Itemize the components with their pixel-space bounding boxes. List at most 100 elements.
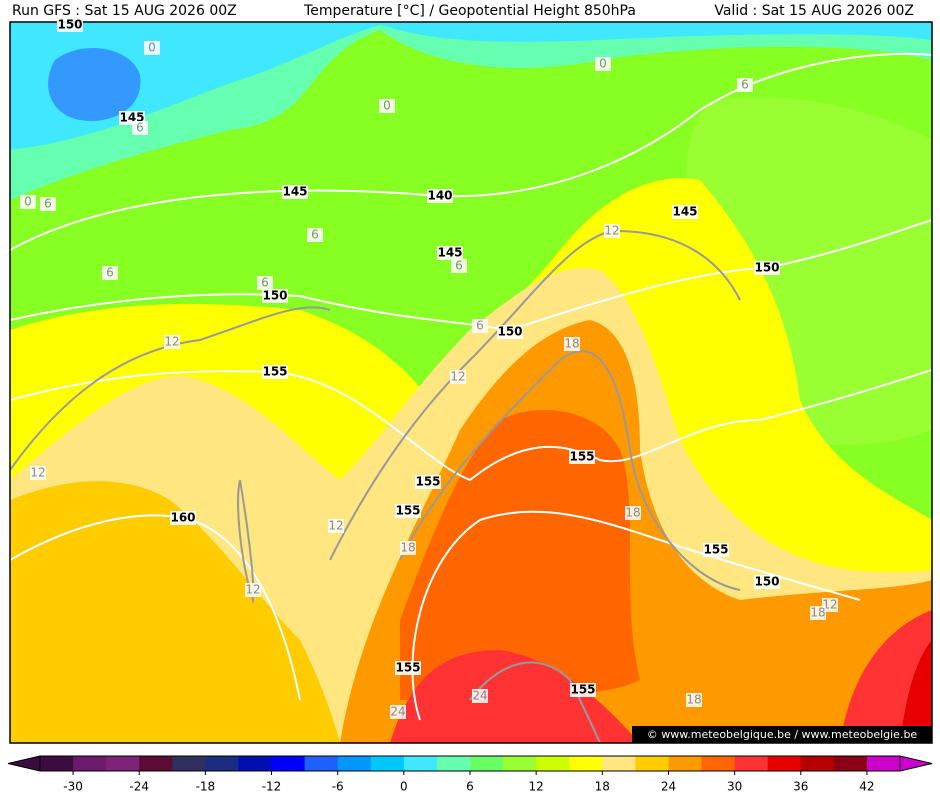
temp-label-bg <box>810 606 826 620</box>
height-label: 155 <box>262 365 287 379</box>
colorbar-segment <box>536 756 570 771</box>
temp-label: 6 <box>311 228 319 242</box>
height-label: 155 <box>569 450 594 464</box>
temp-label-bg <box>737 78 753 92</box>
temp-label: 18 <box>400 541 415 555</box>
height-label-bg <box>754 575 780 589</box>
temp-label: 6 <box>44 197 52 211</box>
temp-label-bg <box>390 705 406 719</box>
height-label: 145 <box>282 185 307 199</box>
temp-label: 12 <box>30 466 45 480</box>
colorbar-segment <box>569 756 603 771</box>
field-red <box>390 610 932 743</box>
temp-label: 6 <box>106 266 114 280</box>
temp-label-bg <box>257 276 273 290</box>
height-contours <box>10 52 932 721</box>
colorbar-tick-label: -18 <box>196 780 216 794</box>
colorbar-segment <box>635 756 669 771</box>
temp-label: 24 <box>472 689 487 703</box>
temp-label-bg <box>686 693 702 707</box>
temp-label-bg <box>132 121 148 135</box>
temp-label-bg <box>144 41 160 55</box>
colorbar-tick-label: -6 <box>332 780 344 794</box>
temp-label-bg <box>400 541 416 555</box>
colorbar-segment <box>403 756 438 771</box>
field-cyan <box>10 22 932 150</box>
temp-label: 24 <box>390 705 405 719</box>
colorbar-tick-label: 12 <box>529 780 544 794</box>
colorbar-segment <box>668 756 703 771</box>
temp-label-bg <box>450 370 466 384</box>
colorbar-tick-label: 0 <box>400 780 408 794</box>
colorbar-segment <box>734 756 769 771</box>
colorbar-segment <box>701 756 736 771</box>
valid-label: Valid : Sat 15 AUG 2026 00Z <box>714 3 914 19</box>
temp-label-bg <box>164 335 180 349</box>
field-orange-yellow <box>10 481 340 743</box>
temp-label: 6 <box>476 319 484 333</box>
height-label: 155 <box>570 683 595 697</box>
height-label-bg <box>415 475 441 489</box>
height-label-bg <box>282 185 308 199</box>
height-label-bg <box>395 504 421 518</box>
height-label-bg <box>570 683 596 697</box>
colorbar-tick-label: 42 <box>859 780 874 794</box>
height-label: 145 <box>672 205 697 219</box>
height-label-bg <box>437 246 463 260</box>
colorbar-tick-label: -12 <box>262 780 282 794</box>
colorbar-segment <box>370 756 405 771</box>
temp-label: 0 <box>148 41 156 55</box>
colorbar-segment <box>436 756 471 771</box>
colorbar-tick-label: -24 <box>129 780 149 794</box>
height-label: 160 <box>170 511 195 525</box>
temp-label-bg <box>245 583 261 597</box>
height-label-bg <box>262 365 288 379</box>
temp-label: 12 <box>328 519 343 533</box>
colorbar-tick-label: 6 <box>466 780 474 794</box>
height-label-bg <box>170 511 196 525</box>
temp-label: 18 <box>625 506 640 520</box>
colorbar-segment <box>205 756 239 771</box>
colorbar-segment <box>767 756 802 771</box>
colorbar-segment <box>172 756 206 771</box>
run-label: Run GFS : Sat 15 AUG 2026 00Z <box>12 3 237 19</box>
colorbar-segment <box>866 756 901 771</box>
colorbar-segment <box>271 756 306 771</box>
temp-label-bg <box>307 228 323 242</box>
temp-label-bg <box>451 259 467 273</box>
temp-label: 12 <box>450 370 465 384</box>
height-label: 150 <box>262 289 287 303</box>
colorbar-arrow-low <box>7 755 41 772</box>
map-frame <box>9 21 933 744</box>
height-label-bg <box>427 189 453 203</box>
temp-label: 12 <box>822 598 837 612</box>
temp-label: 0 <box>24 195 32 209</box>
temp-label-bg <box>379 99 395 113</box>
height-label-bg <box>703 543 729 557</box>
height-label-bg <box>672 205 698 219</box>
temp-label-bg <box>30 466 46 480</box>
height-label: 140 <box>427 189 452 203</box>
colorbar-segment <box>139 756 173 771</box>
field-deep-red <box>900 640 932 743</box>
colorbar-segment <box>602 756 636 771</box>
temp-label: 18 <box>686 693 701 707</box>
height-label: 155 <box>703 543 728 557</box>
temp-label: 18 <box>810 606 825 620</box>
temp-label: 0 <box>383 99 391 113</box>
temp-label: 0 <box>599 57 607 71</box>
height-label: 150 <box>57 18 82 32</box>
temp-label-bg <box>472 689 488 703</box>
colorbar-tick-label: -30 <box>63 780 83 794</box>
colorbar-arrow-high <box>899 755 933 772</box>
field-dark-orange <box>400 410 640 700</box>
height-label-bg <box>754 261 780 275</box>
height-label: 155 <box>415 475 440 489</box>
height-label: 150 <box>754 575 779 589</box>
colorbar-segment <box>800 756 835 771</box>
temp-label: 12 <box>245 583 260 597</box>
map-title: Temperature [°C] / Geopotential Height 8… <box>303 3 636 19</box>
height-label-bg <box>395 661 421 675</box>
